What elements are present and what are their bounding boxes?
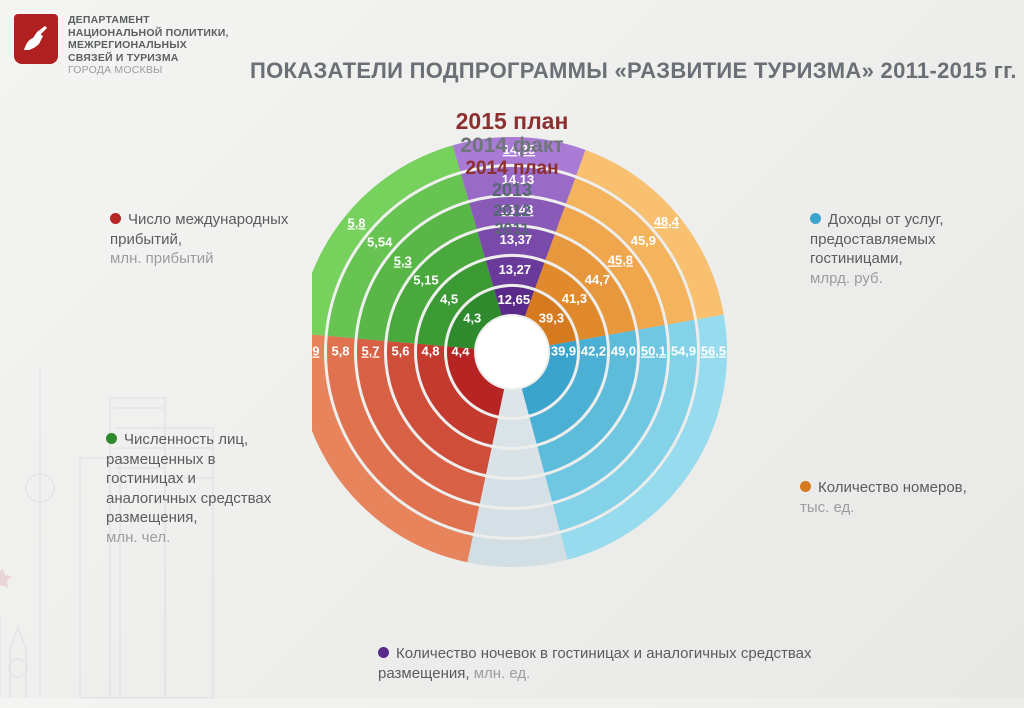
header-logo-block: ДЕПАРТАМЕНТ НАЦИОНАЛЬНОЙ ПОЛИТИКИ, МЕЖРЕ… (14, 14, 229, 77)
value-revenue-1: 42,2 (581, 343, 606, 358)
value-revenue-5: 56,5 (701, 343, 726, 358)
value-persons-0: 4,3 (463, 311, 481, 326)
value-arrivals-3: 5,7 (361, 343, 379, 358)
legend-dot-rooms (800, 481, 811, 492)
legend-unit-revenue: млрд. руб. (810, 270, 883, 287)
legend-dot-persons (106, 433, 117, 444)
value-arrivals-5: 5,9 (312, 343, 320, 358)
legend-dot-arrivals (110, 213, 121, 224)
legend-text-arrivals: Число международных прибытий, (110, 211, 288, 248)
legend-overnight: Количество ночевок в гостиницах и аналог… (378, 644, 838, 683)
legend-revenue: Доходы от услуг, предоставляемых гостини… (810, 210, 1000, 288)
year-labels: 2015 план2014 факт2014 план201320122011 (456, 108, 569, 239)
legend-text-revenue: Доходы от услуг, предоставляемых гостини… (810, 211, 944, 267)
year-label-3: 2014 план (456, 158, 569, 180)
value-persons-5: 5,8 (347, 215, 365, 230)
value-persons-4: 5,54 (367, 234, 393, 249)
dept-line-2: НАЦИОНАЛЬНОЙ ПОЛИТИКИ, (68, 27, 229, 40)
value-rooms-4: 45,9 (631, 233, 656, 248)
page-title: ПОКАЗАТЕЛИ ПОДПРОГРАММЫ «РАЗВИТИЕ ТУРИЗМ… (250, 58, 1017, 84)
year-label-0: 2011 (456, 221, 569, 239)
value-overnight-0: 12,65 (498, 292, 531, 307)
dept-line-1: ДЕПАРТАМЕНТ (68, 14, 229, 27)
value-rooms-0: 39,3 (539, 310, 564, 325)
value-arrivals-4: 5,8 (331, 343, 349, 358)
legend-unit-arrivals: млн. прибытий (110, 250, 214, 267)
value-overnight-1: 13,27 (499, 262, 532, 277)
moscow-coat-of-arms (14, 14, 58, 64)
legend-arrivals: Число международных прибытий, млн. прибыт… (110, 210, 310, 269)
year-label-5: 2015 план (456, 108, 569, 134)
value-revenue-2: 49,0 (611, 343, 636, 358)
value-persons-1: 4,5 (440, 292, 458, 307)
legend-dot-revenue (810, 213, 821, 224)
value-rooms-5: 48,4 (654, 214, 680, 229)
value-persons-2: 5,15 (413, 273, 438, 288)
legend-text-rooms: Количество номеров, (818, 479, 967, 496)
value-rooms-2: 44,7 (585, 272, 610, 287)
value-persons-3: 5,3 (394, 253, 412, 268)
legend-text-overnight: Количество ночевок в гостиницах и аналог… (378, 645, 811, 682)
year-label-2: 2013 (456, 180, 569, 201)
dept-city: ГОРОДА МОСКВЫ (68, 64, 229, 77)
legend-rooms: Количество номеров, тыс. ед. (800, 478, 1000, 517)
dept-line-3: МЕЖРЕГИОНАЛЬНЫХ (68, 39, 229, 52)
department-name: ДЕПАРТАМЕНТ НАЦИОНАЛЬНОЙ ПОЛИТИКИ, МЕЖРЕ… (68, 14, 229, 77)
dept-line-4: СВЯЗЕЙ И ТУРИЗМА (68, 52, 229, 65)
value-revenue-4: 54,9 (671, 343, 696, 358)
value-arrivals-1: 4,8 (421, 343, 439, 358)
value-rooms-1: 41,3 (562, 291, 587, 306)
legend-dot-overnight (378, 647, 389, 658)
legend-text-persons: Численность лиц, размещенных в гостиница… (106, 431, 271, 526)
value-revenue-3: 50,1 (641, 343, 666, 358)
legend-unit-overnight: млн. ед. (474, 665, 531, 682)
value-revenue-0: 39,9 (551, 343, 576, 358)
legend-unit-persons: млн. чел. (106, 529, 170, 546)
value-arrivals-2: 5,6 (391, 343, 409, 358)
legend-unit-rooms: тыс. ед. (800, 499, 854, 516)
value-rooms-3: 45,8 (608, 252, 633, 267)
year-label-4: 2014 факт (456, 134, 569, 158)
year-label-1: 2012 (456, 201, 569, 221)
legend-persons: Численность лиц, размещенных в гостиница… (106, 430, 286, 547)
